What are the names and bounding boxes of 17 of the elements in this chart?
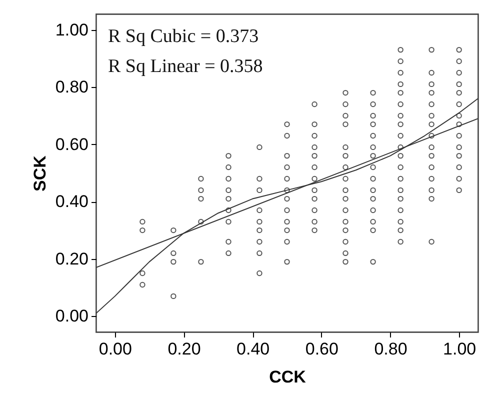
annotation: R Sq Cubic = 0.373 [108,26,259,47]
x-tick-label: 1.00 [443,340,476,358]
annotation: R Sq Linear = 0.358 [108,56,263,77]
y-tick-label: 1.00 [55,20,88,40]
x-axis-title: CCK [269,368,307,386]
y-tick-label: 0.00 [55,306,88,326]
x-tick-label: 0.80 [374,340,408,358]
y-axis-title: SCK [30,154,50,192]
x-tick-label: 0.60 [305,340,338,358]
line-series [96,98,478,314]
y-tick-label: 0.60 [55,134,88,154]
x-tick-label: 0.40 [236,340,270,358]
y-tick-label: 0.80 [55,78,88,97]
x-tick-label: 0.20 [168,340,201,358]
y-tick-label: 0.40 [55,192,88,212]
x-tick-label: 0.00 [98,340,132,358]
y-tick-label: 0.20 [55,249,88,268]
